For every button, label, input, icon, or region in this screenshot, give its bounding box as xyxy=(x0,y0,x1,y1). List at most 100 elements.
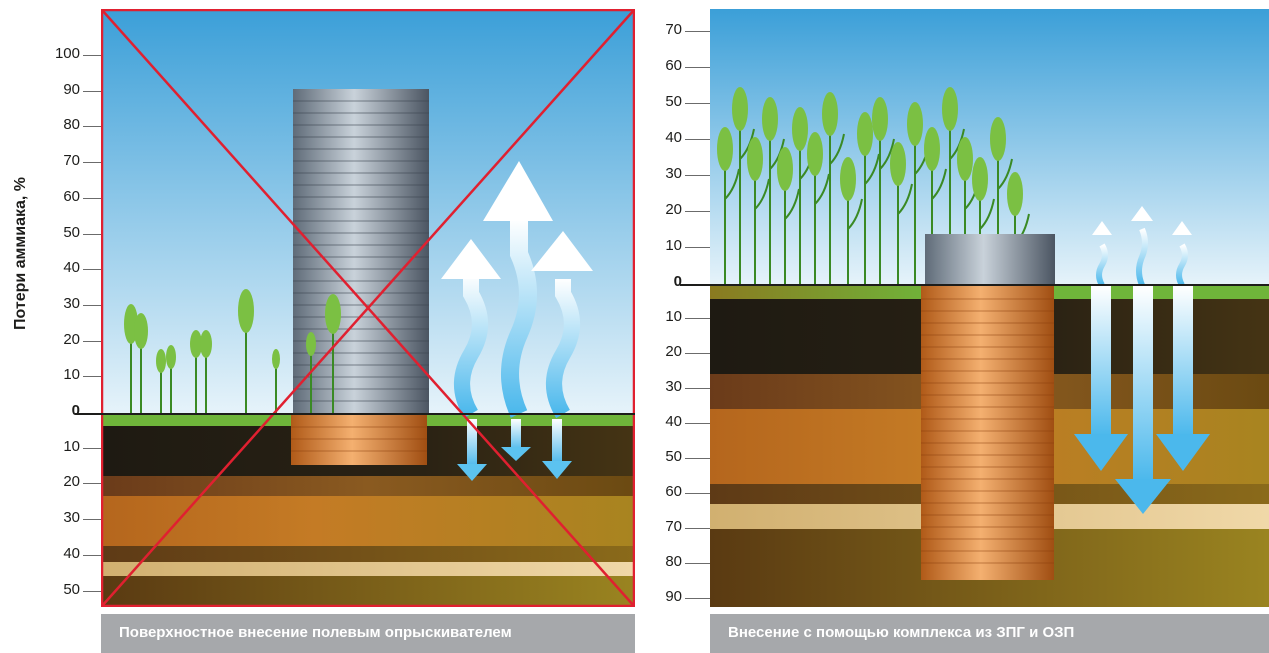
wheat-head xyxy=(924,127,940,171)
left-tick-above-40-mark xyxy=(83,269,101,271)
right-tick-below-50: 50 xyxy=(665,448,682,465)
wheat-head xyxy=(1007,172,1023,216)
left-tick-above-30: 30 xyxy=(63,294,80,312)
right-scene xyxy=(717,87,1210,580)
left-tick-below-20-mark xyxy=(83,483,101,485)
right-tick-below-90-mark xyxy=(685,598,710,599)
left-tick-above-60-mark xyxy=(83,197,101,199)
wheat-head xyxy=(957,137,973,181)
left-soil-light xyxy=(101,562,635,576)
left-tick-above-50: 50 xyxy=(63,223,80,241)
wheat-leaf xyxy=(864,153,880,185)
right-tick-below-40-mark xyxy=(685,423,710,424)
wheat-leaf xyxy=(997,158,1013,190)
wheat-head xyxy=(717,127,733,171)
left-tick-above-70-mark xyxy=(83,162,101,164)
left-caption: Поверхностное внесение полевым опрыскива… xyxy=(101,614,635,653)
left-tick-above-100: 100 xyxy=(54,45,80,62)
right-tick-above-70: 70 xyxy=(665,21,682,38)
wheat-head xyxy=(890,142,906,186)
left-soil-bottom xyxy=(101,576,635,607)
left-tick-above-40: 40 xyxy=(63,259,80,277)
wheat-leaf xyxy=(847,198,863,230)
right-tick-above-50-mark xyxy=(685,103,710,104)
right-tick-above-40-mark xyxy=(685,139,710,140)
wheat-head xyxy=(747,137,763,181)
right-arrows-up xyxy=(1092,206,1192,287)
wheat-head xyxy=(990,117,1006,161)
right-tick-above-20-mark xyxy=(685,211,710,212)
right-tick-above-10-mark xyxy=(685,247,710,248)
right-tick-below-40: 40 xyxy=(665,413,682,430)
right-tick-below-10-mark xyxy=(685,318,710,319)
right-tick-above-60-mark xyxy=(685,67,710,68)
right-caption: Внесение с помощью комплекса из ЗПГ и ОЗ… xyxy=(710,614,1269,653)
y-axis-label: Потери аммиака, % xyxy=(12,177,29,330)
right-tick-above-30: 30 xyxy=(665,165,682,182)
left-arrows-down xyxy=(457,419,572,481)
right-tick-below-60-mark xyxy=(685,493,710,494)
wheat-leaf xyxy=(829,133,845,165)
wheat-head xyxy=(872,97,888,141)
left-wheat-heads xyxy=(124,289,341,373)
right-tick-below-10: 10 xyxy=(665,308,682,325)
left-tick-above-10: 10 xyxy=(63,366,80,384)
right-tick-below-20: 20 xyxy=(665,343,682,360)
wheat-head xyxy=(942,87,958,131)
wheat-head xyxy=(792,107,808,151)
left-tick-above-30-mark xyxy=(83,304,101,306)
left-soil-olive xyxy=(101,546,635,562)
right-tick-above-60: 60 xyxy=(665,57,682,74)
left-tick-below-50-mark xyxy=(83,590,101,592)
wheat-head xyxy=(840,157,856,201)
wheat-head xyxy=(857,112,873,156)
left-cylinder-below xyxy=(291,415,427,465)
right-tick-below-50-mark xyxy=(685,458,710,459)
left-tick-above-20-mark xyxy=(83,340,101,342)
left-ammonia-arrows-up xyxy=(441,161,593,419)
wheat-head xyxy=(907,102,923,146)
left-tick-below-40: 40 xyxy=(63,544,80,562)
left-tick-above-90: 90 xyxy=(63,80,80,98)
left-scene xyxy=(101,9,635,607)
left-ground-line xyxy=(75,413,635,415)
left-tick-above-90-mark xyxy=(83,90,101,92)
cross-border xyxy=(101,9,635,607)
right-tick-above-30-mark xyxy=(685,175,710,176)
right-tick-below-80: 80 xyxy=(665,553,682,570)
right-tick-above-50: 50 xyxy=(665,93,682,110)
right-tick-below-20-mark xyxy=(685,353,710,354)
left-tick-below-10: 10 xyxy=(63,437,80,455)
right-cylinder-below xyxy=(921,286,1054,580)
right-tick-below-80-mark xyxy=(685,563,710,564)
left-cylinder-above xyxy=(293,89,429,415)
left-soil-orange xyxy=(101,496,635,546)
left-tick-above-80-mark xyxy=(83,126,101,128)
right-tick-zero: 0 xyxy=(673,273,682,290)
left-tick-above-100-mark xyxy=(83,55,101,56)
right-tick-above-70-mark xyxy=(685,31,710,32)
left-tick-below-20: 20 xyxy=(63,473,80,491)
right-tick-below-60: 60 xyxy=(665,483,682,500)
left-tick-below-10-mark xyxy=(83,447,101,449)
right-tick-below-90: 90 xyxy=(665,588,682,605)
wheat-head xyxy=(732,87,748,131)
left-tick-below-40-mark xyxy=(83,554,101,556)
right-tick-below-30: 30 xyxy=(665,378,682,395)
wheat-leaf xyxy=(724,168,740,200)
wheat-head xyxy=(807,132,823,176)
right-tick-below-70-mark xyxy=(685,528,710,529)
wheat-leaf xyxy=(897,183,913,215)
wheat-leaf xyxy=(979,198,995,230)
right-ground-line xyxy=(680,284,1269,286)
right-diagram xyxy=(710,9,1269,607)
wheat-leaf xyxy=(879,138,895,170)
left-tick-above-50-mark xyxy=(83,233,101,235)
right-tick-above-40: 40 xyxy=(665,129,682,146)
right-cylinder-above xyxy=(925,234,1055,286)
left-tick-zero: 0 xyxy=(71,402,80,419)
left-tick-above-10-mark xyxy=(83,376,101,378)
right-tick-below-30-mark xyxy=(685,388,710,389)
right-tick-below-70: 70 xyxy=(665,518,682,535)
wheat-head xyxy=(777,147,793,191)
